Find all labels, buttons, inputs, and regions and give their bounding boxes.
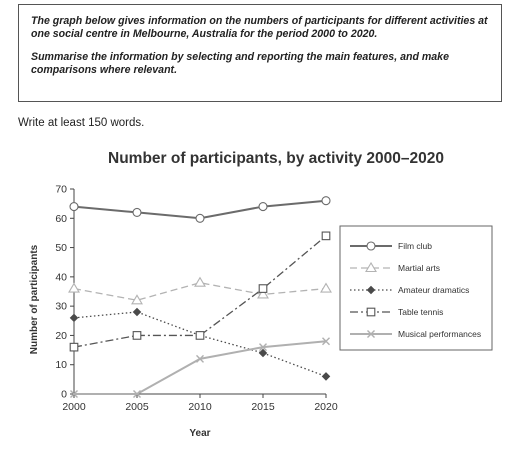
y-tick-label: 30 — [55, 301, 67, 313]
data-point-musical-performances — [70, 390, 78, 398]
task-box: The graph below gives information on the… — [18, 4, 502, 102]
y-tick-label: 10 — [55, 359, 67, 371]
y-tick-label: 0 — [61, 389, 67, 401]
x-tick-label: 2005 — [125, 401, 149, 413]
legend-label: Film club — [398, 241, 432, 251]
data-point-musical-performances — [133, 390, 141, 398]
data-point-martial-arts — [68, 282, 80, 293]
legend-label: Amateur dramatics — [398, 285, 469, 295]
y-tick-label: 60 — [55, 213, 67, 225]
data-point-film-club — [195, 213, 205, 223]
legend-item-musical-performances: Musical performances — [350, 329, 481, 339]
data-point-film-club — [132, 207, 142, 217]
data-point-martial-arts — [131, 294, 143, 305]
chart-title: Number of participants, by activity 2000… — [108, 150, 444, 167]
y-tick-label: 50 — [55, 242, 67, 254]
legend-marker — [366, 285, 376, 295]
cross-stroke — [259, 343, 267, 352]
data-point-amateur-dramatics — [69, 313, 79, 323]
chart-series — [68, 196, 332, 398]
legend-marker — [367, 330, 375, 338]
cross-stroke — [70, 390, 78, 398]
task-instruction: Summarise the information by selecting a… — [31, 51, 449, 76]
series-martial-arts — [68, 276, 332, 305]
legend-item-table-tennis: Table tennis — [350, 307, 443, 317]
data-point-table-tennis — [132, 331, 142, 340]
series-film-club — [69, 196, 331, 223]
y-axis-title: Number of participants — [29, 244, 40, 354]
data-point-film-club — [258, 202, 268, 212]
data-point-amateur-dramatics — [132, 307, 142, 317]
legend-marker — [366, 241, 376, 251]
cross-stroke — [133, 390, 141, 398]
series-line-martial-arts — [73, 282, 327, 301]
data-point-martial-arts — [257, 288, 269, 299]
y-tick-label: 20 — [55, 330, 67, 342]
x-tick-label: 2015 — [251, 401, 275, 413]
chart-legend: Film club Martial arts Amateur dramatics Ta… — [339, 225, 493, 351]
series-musical-performances — [70, 337, 330, 398]
legend-item-martial-arts: Martial arts — [350, 261, 440, 273]
data-point-musical-performances — [259, 343, 267, 352]
data-point-musical-performances — [196, 354, 204, 363]
series-table-tennis — [69, 231, 331, 352]
y-tick-label: 40 — [55, 271, 67, 283]
x-axis-title: Year — [189, 428, 210, 439]
y-tick-label: 70 — [55, 184, 67, 196]
data-point-table-tennis — [69, 342, 79, 352]
legend-label: Musical performances — [398, 329, 481, 339]
legend-marker — [365, 261, 377, 273]
data-point-table-tennis — [258, 284, 268, 293]
series-line-table-tennis — [73, 235, 327, 348]
data-point-amateur-dramatics — [321, 372, 331, 381]
data-point-table-tennis — [321, 231, 331, 241]
data-point-martial-arts — [320, 282, 332, 293]
x-tick-label: 2020 — [314, 401, 338, 413]
cross-stroke — [322, 337, 330, 346]
data-point-martial-arts — [194, 276, 206, 287]
data-point-film-club — [69, 202, 79, 212]
series-line-musical-performances — [74, 340, 327, 395]
x-tick-label: 2010 — [188, 401, 212, 413]
x-tick-label: 2000 — [62, 401, 86, 413]
legend-item-film-club: Film club — [350, 241, 432, 251]
legend-label: Martial arts — [398, 263, 440, 273]
legend-item-amateur-dramatics: Amateur dramatics — [350, 285, 469, 295]
legend-label: Table tennis — [398, 307, 443, 317]
task-description: The graph below gives information on the… — [31, 15, 488, 40]
legend-marker — [366, 307, 376, 317]
cross-stroke — [367, 330, 375, 338]
word-count-instruction: Write at least 150 words. — [18, 117, 145, 129]
data-point-table-tennis — [195, 331, 205, 340]
data-point-film-club — [321, 196, 331, 206]
cross-stroke — [196, 354, 204, 363]
data-point-musical-performances — [322, 337, 330, 346]
data-point-amateur-dramatics — [258, 348, 268, 358]
